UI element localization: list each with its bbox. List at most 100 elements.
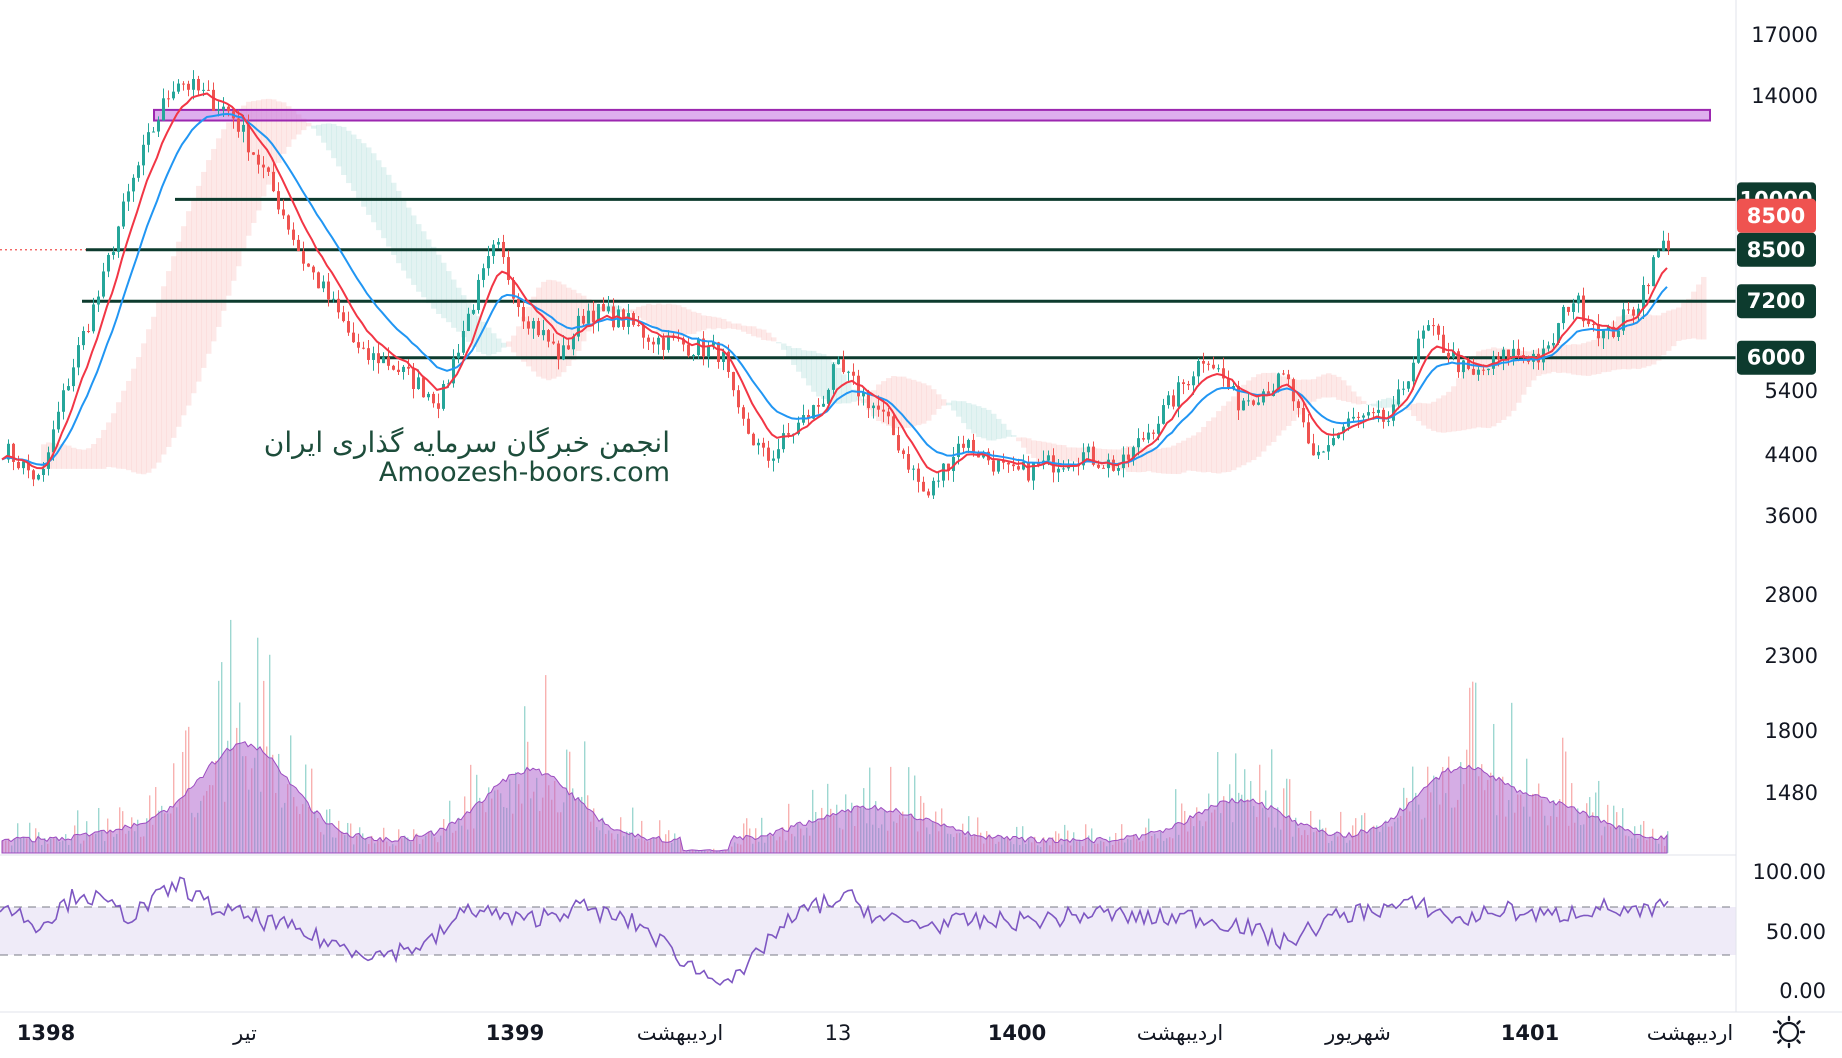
cloud-segment — [1096, 448, 1102, 466]
cloud-segment — [1571, 344, 1577, 375]
candle-body — [592, 310, 595, 323]
candle-body — [1492, 356, 1495, 369]
cloud-segment — [786, 345, 792, 358]
candle-body — [687, 344, 690, 356]
candle-body — [1252, 400, 1255, 405]
candle-body — [347, 321, 350, 333]
ichimoku-cloud — [41, 98, 1707, 475]
cloud-segment — [1476, 351, 1482, 428]
cloud-segment — [206, 160, 212, 354]
candle-body — [1097, 464, 1100, 468]
time-tick-label: 1400 — [988, 1021, 1046, 1045]
cloud-segment — [651, 304, 657, 327]
candle-body — [437, 403, 440, 409]
cloud-segment — [301, 118, 307, 131]
cloud-segment — [1206, 421, 1212, 473]
candle-body — [717, 342, 720, 362]
cloud-segment — [931, 389, 937, 415]
cloud-segment — [526, 306, 532, 367]
candle-body — [837, 359, 840, 365]
cloud-segment — [761, 329, 767, 340]
candle-body — [1607, 326, 1610, 330]
candle-body — [1597, 324, 1600, 339]
price-tag-label: 8500 — [1747, 238, 1805, 262]
cloud-segment — [361, 143, 367, 207]
cloud-segment — [1441, 395, 1447, 433]
cloud-segment — [66, 445, 72, 469]
cloud-segment — [176, 241, 182, 427]
cloud-segment — [666, 303, 672, 338]
candle-body — [952, 456, 955, 472]
cloud-segment — [406, 207, 412, 279]
cloud-segment — [1241, 384, 1247, 466]
candle-body — [1312, 443, 1315, 456]
cloud-segment — [1031, 440, 1037, 458]
candle-body — [1612, 326, 1615, 337]
candle-body — [412, 368, 415, 390]
candle-body — [257, 154, 260, 165]
volume-bar — [77, 810, 79, 853]
candle-body — [247, 124, 250, 153]
cloud-segment — [1321, 374, 1327, 398]
candle-body — [387, 357, 390, 366]
candle-body — [237, 118, 240, 132]
cloud-segment — [331, 123, 337, 159]
cloud-segment — [901, 376, 907, 428]
cloud-segment — [266, 98, 272, 185]
candle-body — [902, 450, 905, 455]
cloud-segment — [1596, 336, 1602, 375]
candle-body — [37, 474, 40, 480]
rsi-tick-label: 100.00 — [1753, 860, 1826, 884]
candle-body — [307, 263, 310, 267]
volume-bar — [1271, 749, 1273, 853]
candle-body — [712, 342, 715, 346]
candle-body — [1422, 330, 1425, 339]
candle-body — [1057, 468, 1060, 473]
candle-body — [587, 310, 590, 324]
cloud-segment — [196, 185, 202, 382]
candle-body — [1027, 461, 1030, 481]
cloud-segment — [111, 413, 117, 468]
candle-body — [1662, 240, 1665, 251]
candle-body — [897, 435, 900, 451]
candle-body — [882, 409, 885, 412]
candle-body — [1472, 368, 1475, 375]
cloud-segment — [821, 354, 827, 399]
cloud-segment — [471, 309, 477, 347]
candle-body — [1337, 433, 1340, 439]
candle-body — [1332, 438, 1335, 446]
cloud-segment — [431, 246, 437, 309]
candle-body — [1372, 412, 1375, 414]
cloud-segment — [1156, 448, 1162, 474]
candle-body — [772, 458, 775, 461]
cloud-segment — [951, 400, 957, 411]
time-tick-label: شهریور — [1324, 1021, 1391, 1045]
volume-bar — [1511, 702, 1513, 853]
cloud-segment — [1141, 447, 1147, 473]
candle-body — [402, 366, 405, 372]
candle-body — [337, 298, 340, 313]
candle-body — [357, 342, 360, 348]
cloud-segment — [891, 375, 897, 428]
candle-body — [682, 338, 685, 345]
volume-bar — [1064, 824, 1066, 853]
settings-gear-icon[interactable] — [1772, 1015, 1806, 1049]
volume-bar — [1475, 682, 1477, 853]
cloud-segment — [656, 303, 662, 332]
volume-bar — [1121, 824, 1123, 853]
candle-body — [1447, 352, 1450, 358]
cloud-segment — [241, 105, 247, 251]
candle-body — [172, 91, 175, 99]
candle-body — [697, 338, 700, 356]
cloud-segment — [1411, 403, 1417, 417]
rsi-band — [0, 907, 1736, 955]
cloud-segment — [1221, 405, 1227, 473]
candle-body — [1122, 454, 1125, 469]
cloud-segment — [321, 123, 327, 143]
candle-body — [1577, 295, 1580, 304]
candle-body — [1437, 325, 1440, 335]
cloud-segment — [76, 449, 82, 469]
candle-body — [1357, 416, 1360, 418]
volume-bar — [812, 789, 814, 853]
cloud-segment — [326, 123, 332, 151]
